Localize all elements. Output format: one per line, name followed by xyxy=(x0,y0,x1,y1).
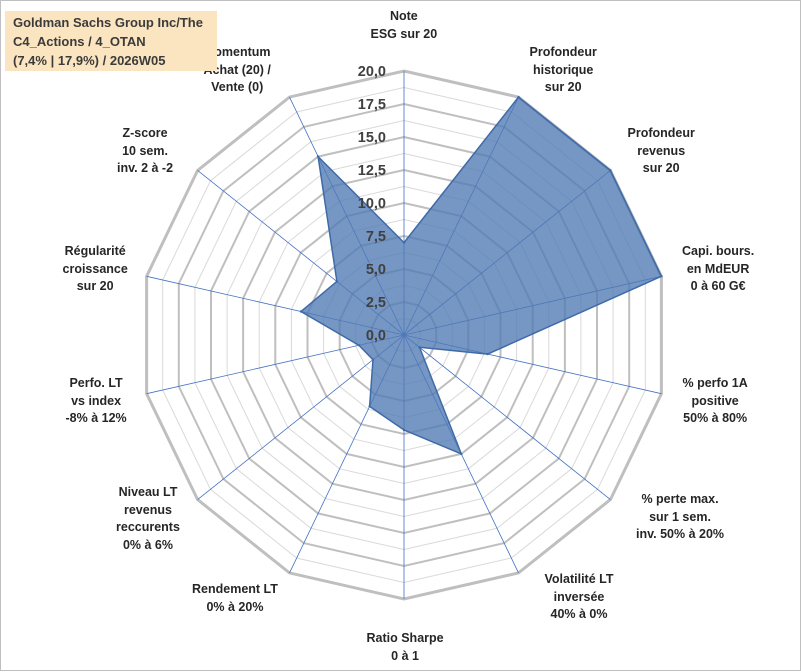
data-point xyxy=(335,280,339,283)
axis-label: Ratio Sharpe 0 à 1 xyxy=(367,630,444,665)
axis-label-line: reccurents xyxy=(116,520,180,534)
chart-title-line-2: C4_Actions / 4_OTAN xyxy=(13,34,146,49)
axis-label-line: 50% à 80% xyxy=(683,411,748,425)
data-point xyxy=(517,95,520,99)
axis-label-line: Perfo. LT xyxy=(69,376,123,390)
axis-label: Régularité croissance sur 20 xyxy=(63,243,128,296)
axis-label-line: Ratio Sharpe xyxy=(366,631,444,645)
series-area xyxy=(299,96,663,456)
axis-label-line: sur 1 sem. xyxy=(649,509,711,524)
axis-label: Z-score 10 sem. inv. 2 à -2 xyxy=(117,125,173,178)
axis-label-line: revenus xyxy=(637,143,686,158)
tick-label: 20,0 xyxy=(358,64,386,80)
axis-label-line: % perte max. xyxy=(641,492,719,506)
axis-label-line: positive xyxy=(691,393,739,408)
chart-title-line-3: (7,4% | 17,9%) / 2026W05 xyxy=(13,53,166,68)
axis-label-line: ESG sur 20 xyxy=(370,26,438,41)
axis-label-line: Z-score xyxy=(122,126,168,140)
data-point xyxy=(402,428,406,432)
axis-label: Capi. bours. en MdEUR 0 à 60 G€ xyxy=(682,243,754,296)
axis-label-line: Momentum xyxy=(203,45,271,59)
axis-label: Note ESG sur 20 xyxy=(371,8,438,43)
axis-label-line: vs index xyxy=(71,393,122,408)
data-point xyxy=(418,346,421,349)
axis-label: Volatilité LT inversée 40% à 0% xyxy=(545,571,614,624)
axis-label-line: sur 20 xyxy=(544,80,582,94)
axis-label-line: 0% à 20% xyxy=(206,599,264,614)
axis-label-line: inv. 2 à -2 xyxy=(117,161,174,175)
axis-label: % perte max. sur 1 sem. inv. 50% à 20% xyxy=(636,491,724,544)
tick-label: 10,0 xyxy=(358,196,386,212)
axis-label-line: historique xyxy=(532,62,594,77)
axis-label: % perfo 1A positive 50% à 80% xyxy=(683,375,748,428)
axis-label-line: 40% à 0% xyxy=(550,607,608,621)
axis-label: Perfo. LT vs index -8% à 12% xyxy=(66,375,127,428)
axis-label-line: inv. 50% à 20% xyxy=(636,527,725,541)
tick-label: 12,5 xyxy=(358,163,386,179)
axis-label-line: Niveau LT xyxy=(118,485,178,499)
axis-label-line: Capi. bours. xyxy=(682,244,755,258)
data-point xyxy=(402,241,406,244)
tick-label: 15,0 xyxy=(358,130,386,146)
axis-label-line: Volatilité LT xyxy=(544,572,614,586)
data-point xyxy=(486,352,489,356)
data-point xyxy=(371,358,375,361)
chart-title-line-1: Goldman Sachs Group Inc/The xyxy=(13,15,203,30)
axis-label: Niveau LT revenus reccurents 0% à 6% xyxy=(116,484,180,554)
data-point xyxy=(368,405,371,408)
axis-label-line: inversée xyxy=(553,589,605,604)
data-point xyxy=(357,344,361,347)
data-point xyxy=(299,310,303,313)
axis-label-line: revenus xyxy=(123,502,172,517)
axis-label-line: sur 20 xyxy=(642,161,680,175)
tick-label: 5,0 xyxy=(366,262,386,278)
axis-label: Momentum Achat (20) / Vente (0) xyxy=(204,44,271,97)
data-point xyxy=(609,169,612,172)
axis-label-line: Vente (0) xyxy=(211,80,264,94)
tick-label: 2,5 xyxy=(366,295,386,311)
axis-label: Profondeur historique sur 20 xyxy=(530,44,597,97)
axis-label-line: Note xyxy=(389,9,418,23)
axis-label-line: Achat (20) / xyxy=(203,62,271,77)
axis-label: Rendement LT 0% à 20% xyxy=(192,581,278,616)
axis-label-line: Rendement LT xyxy=(192,582,278,596)
data-point xyxy=(460,452,463,456)
axis-label-line: croissance xyxy=(62,261,128,276)
axis-label-line: 0 à 60 G€ xyxy=(690,279,746,293)
axis-label-line: sur 20 xyxy=(76,279,114,293)
axis-label-line: 0% à 6% xyxy=(122,537,173,552)
tick-label: 7,5 xyxy=(366,229,386,245)
axis-label-line: en MdEUR xyxy=(686,261,750,276)
axis-label: Profondeur revenus sur 20 xyxy=(628,125,695,178)
axis-label-line: Profondeur xyxy=(529,45,597,59)
axis-label-line: 10 sem. xyxy=(122,143,168,158)
radar-series xyxy=(299,95,663,456)
axis-label-line: % perfo 1A xyxy=(682,376,748,390)
data-point xyxy=(660,275,663,278)
radar-tick-labels: 0,0 2,5 5,0 7,5 10,0 12,5 15,0 17,5 20,0 xyxy=(358,64,386,344)
tick-label: 0,0 xyxy=(366,328,386,344)
axis-label-line: 0 à 1 xyxy=(391,648,419,663)
tick-label: 17,5 xyxy=(358,97,386,113)
axis-label-line: Profondeur xyxy=(627,126,695,140)
radar-spoke xyxy=(403,334,611,500)
axis-label-line: -8% à 12% xyxy=(65,411,127,425)
data-point xyxy=(316,155,320,158)
radar-spoke xyxy=(197,334,405,500)
chart-title-box: Goldman Sachs Group Inc/The C4_Actions /… xyxy=(5,11,217,71)
axis-label-line: Régularité xyxy=(64,244,126,258)
